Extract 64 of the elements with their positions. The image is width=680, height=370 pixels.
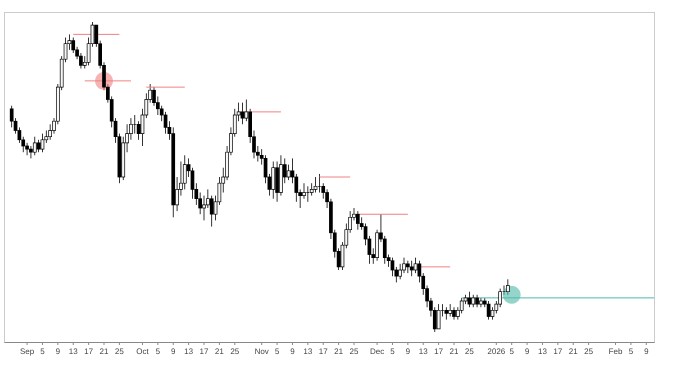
x-tick-label: 5 xyxy=(40,347,46,356)
candlestick xyxy=(448,304,452,317)
candlestick xyxy=(468,291,472,308)
candlestick xyxy=(471,294,476,308)
x-tick-label: 5 xyxy=(390,347,396,356)
candlestick xyxy=(302,182,306,200)
candlestick xyxy=(286,164,290,180)
candlestick xyxy=(240,102,244,125)
x-tick-label: 21 xyxy=(100,347,109,356)
x-tick-label: 9 xyxy=(171,347,176,356)
x-tick-label: 13 xyxy=(303,347,313,356)
x-tick-label: 13 xyxy=(538,347,548,356)
candlestick xyxy=(36,139,40,153)
x-tick-label: 25 xyxy=(230,347,240,356)
x-tick-label: Nov xyxy=(254,347,269,356)
x-tick-label: Oct xyxy=(136,347,150,356)
x-tick-label: 2026 xyxy=(487,347,506,356)
x-tick-label: 25 xyxy=(114,347,124,356)
candlestick xyxy=(452,306,456,320)
x-tick-label: 9 xyxy=(290,347,296,356)
candlestick xyxy=(460,298,464,314)
x-tick-label: 5 xyxy=(156,347,161,356)
candlestick xyxy=(32,136,37,156)
candlestick xyxy=(40,133,44,153)
x-tick-label: 17 xyxy=(200,347,209,356)
x-tick-label: 5 xyxy=(274,347,280,356)
x-tick-label: 25 xyxy=(464,347,474,356)
x-tick-label: 17 xyxy=(84,347,94,356)
x-tick-label: 25 xyxy=(350,347,359,356)
x-tick-label: 17 xyxy=(318,347,328,356)
x-tick-label: Feb xyxy=(608,347,623,356)
x-tick-label: 21 xyxy=(214,347,224,356)
candlestick xyxy=(406,260,410,274)
x-tick-label: 9 xyxy=(524,347,530,356)
candlestick xyxy=(479,298,483,308)
candlestick xyxy=(414,257,418,274)
candlestick xyxy=(436,304,440,330)
candlestick xyxy=(314,176,318,193)
candlestick xyxy=(498,288,502,308)
x-tick-label: 17 xyxy=(553,347,563,356)
x-tick-label: 21 xyxy=(450,347,459,356)
candlestick xyxy=(444,306,448,320)
candlestick xyxy=(29,146,33,159)
x-tick-label: Dec xyxy=(370,347,384,356)
candlestick xyxy=(356,210,360,230)
x-tick-label: 13 xyxy=(68,347,78,356)
x-tick-label: 5 xyxy=(628,347,634,356)
candlestick xyxy=(410,260,414,277)
candlestick xyxy=(475,294,479,308)
x-tick-label: 17 xyxy=(434,347,444,356)
candlestick xyxy=(210,195,214,227)
x-tick-label: 21 xyxy=(568,347,578,356)
x-tick-label: 13 xyxy=(184,347,194,356)
candlestick xyxy=(271,161,276,200)
x-tick-label: 21 xyxy=(334,347,344,356)
x-tick-label: 9 xyxy=(644,347,650,356)
x-tick-label: Sep xyxy=(20,347,35,356)
x-tick-label: 25 xyxy=(584,347,594,356)
x-tick-label: 9 xyxy=(406,347,411,356)
x-tick-label: 13 xyxy=(418,347,428,356)
candlestick xyxy=(486,300,490,320)
x-tick-label: 5 xyxy=(509,347,514,356)
x-tick-label: 9 xyxy=(56,347,61,356)
candlestick xyxy=(506,278,510,296)
